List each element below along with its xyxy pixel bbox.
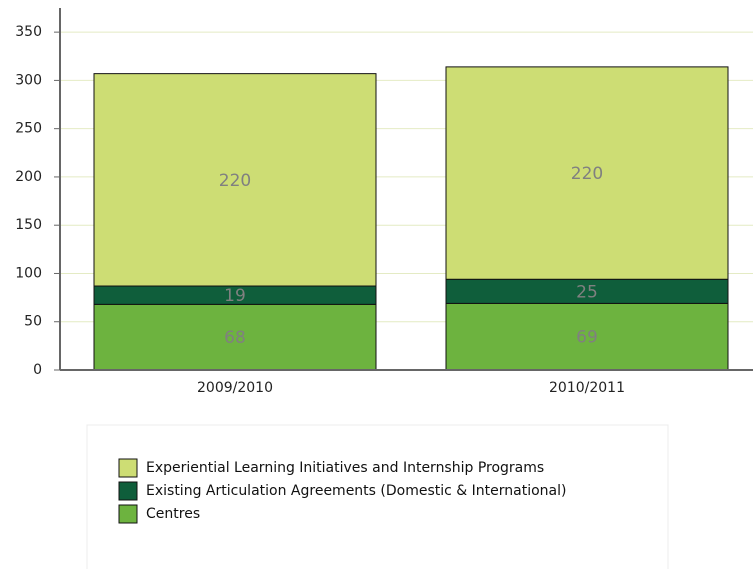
x-tick-label: 2010/2011 — [549, 380, 625, 396]
data-label: 69 — [576, 328, 598, 348]
legend-box — [86, 424, 669, 569]
data-label: 220 — [571, 164, 603, 184]
y-tick-label: 200 — [15, 169, 42, 185]
data-label: 19 — [224, 286, 246, 306]
legend-swatch — [118, 504, 138, 524]
y-tick-label: 100 — [15, 265, 42, 281]
bar-segment — [445, 66, 729, 280]
y-tick-label: 250 — [15, 121, 42, 137]
legend-label: Existing Articulation Agreements (Domest… — [146, 483, 566, 499]
bar-segment — [445, 302, 729, 371]
data-label: 25 — [576, 282, 598, 302]
y-tick-label: 150 — [15, 217, 42, 233]
y-tick-label: 300 — [15, 72, 42, 88]
y-tick-label: 350 — [15, 24, 42, 40]
legend-swatch — [118, 481, 138, 501]
legend-label: Centres — [146, 506, 200, 522]
data-label: 220 — [219, 171, 251, 191]
legend-swatch — [118, 458, 138, 478]
legend-label: Experiential Learning Initiatives and In… — [146, 460, 544, 476]
bar-segment — [445, 278, 729, 304]
y-tick-label: 0 — [33, 362, 42, 378]
x-tick-label: 2009/2010 — [197, 380, 273, 396]
bar-segment — [93, 303, 377, 371]
data-label: 68 — [224, 328, 246, 348]
y-tick-label: 50 — [24, 314, 42, 330]
bar-segment — [93, 73, 377, 287]
